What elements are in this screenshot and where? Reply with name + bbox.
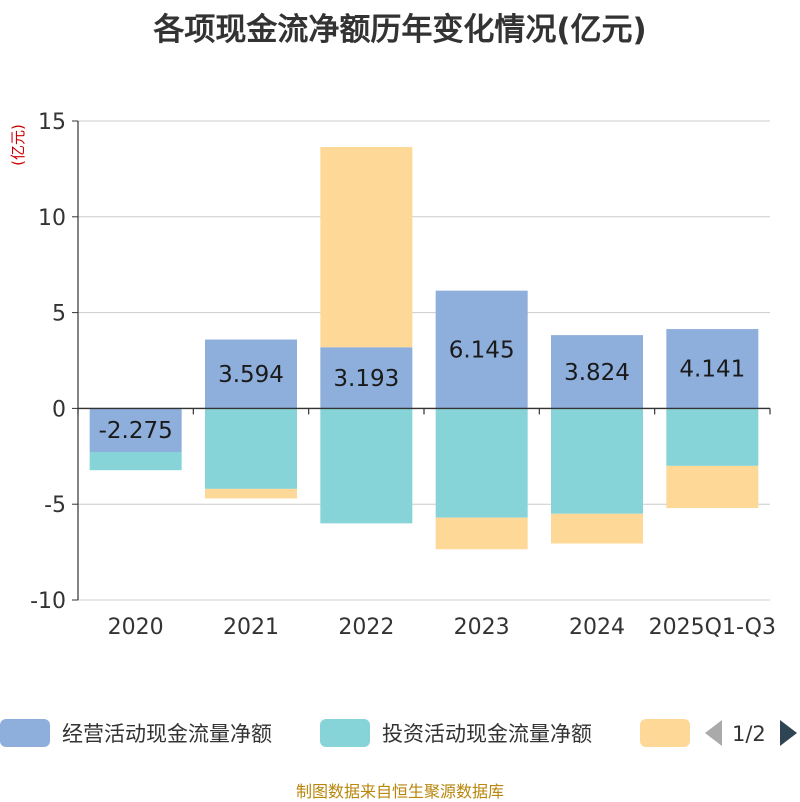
legend-item-investing[interactable]: 投资活动现金流量净额: [320, 718, 592, 748]
x-tick-label-2021: 2021: [223, 615, 279, 640]
data-label-2022: 3.193: [333, 366, 399, 392]
legend-next-arrow-icon[interactable]: [778, 718, 800, 748]
y-tick-label-0: 15: [38, 110, 66, 135]
x-tick-label-2025Q1-Q3: 2025Q1-Q3: [649, 615, 776, 640]
y-tick-label-5: -10: [30, 589, 66, 614]
bar-1-2020: [89, 451, 182, 471]
legend-page-indicator: 1/2: [732, 722, 766, 746]
legend-label-operating: 经营活动现金流量净额: [62, 722, 272, 746]
x-tick-label-2022: 2022: [338, 615, 394, 640]
source-footer: 制图数据来自恒生聚源数据库: [295, 782, 504, 801]
bar-0-2024: [551, 335, 643, 409]
bar-0-2023: [435, 290, 528, 409]
legend-prev-arrow-icon[interactable]: [702, 718, 724, 748]
bar-1-2021: [205, 408, 297, 489]
x-tick-label-2024: 2024: [569, 615, 625, 640]
bar-0-2021: [205, 339, 297, 409]
legend-item-operating[interactable]: 经营活动现金流量净额: [0, 718, 272, 748]
bar-1-2022: [320, 408, 413, 524]
y-tick-label-1: 10: [38, 206, 66, 231]
bar-0-2025Q1-Q3: [666, 329, 759, 409]
legend-pager: 1/2: [700, 718, 800, 748]
data-label-2024: 3.824: [564, 360, 630, 386]
bar-0-2022: [320, 347, 413, 409]
bar-1-2024: [551, 408, 643, 514]
legend: 经营活动现金流量净额 投资活动现金流量净额 1/2: [0, 712, 800, 756]
chart-title: 各项现金流净额历年变化情况(亿元): [153, 12, 647, 48]
legend-swatch-investing: [320, 719, 370, 747]
data-label-2020: -2.275: [99, 418, 173, 444]
bar-2-2025Q1-Q3: [666, 465, 759, 509]
y-tick-label-3: 0: [52, 397, 66, 422]
legend-swatch-financing: [640, 719, 690, 747]
bars: [89, 147, 759, 550]
bar-2-2021: [205, 488, 297, 499]
legend-label-investing: 投资活动现金流量净额: [382, 722, 592, 746]
legend-swatch-operating: [0, 719, 50, 747]
y-tick-label-4: -5: [44, 493, 66, 518]
y-tick-label-2: 5: [52, 302, 66, 327]
cashflow-chart: 15 10 5 0 -5 -10 2020 2021 2022 2023 2024 2025Q1-Q3…: [9, 110, 776, 640]
data-label-2023: 6.145: [449, 338, 515, 364]
x-tick-label-2023: 2023: [454, 615, 510, 640]
data-label-2021: 3.594: [218, 362, 284, 388]
data-label-2025Q1-Q3: 4.141: [679, 357, 745, 383]
legend-item-financing[interactable]: [640, 718, 702, 748]
data-labels: -2.275 3.594 3.193 6.145 3.824 4.141: [99, 338, 746, 445]
grid-lines: [78, 120, 770, 601]
bar-2-2023: [435, 517, 528, 550]
bar-2-2022: [320, 147, 413, 348]
bar-2-2024: [551, 513, 643, 544]
bar-1-2023: [435, 408, 528, 518]
y-axis-unit-label: (亿元): [9, 124, 27, 166]
bar-0-2020: [89, 408, 182, 452]
bar-1-2025Q1-Q3: [666, 408, 759, 466]
axes: 15 10 5 0 -5 -10 2020 2021 2022 2023 2024 2025Q1-Q3: [30, 110, 776, 640]
x-tick-label-2020: 2020: [108, 615, 164, 640]
